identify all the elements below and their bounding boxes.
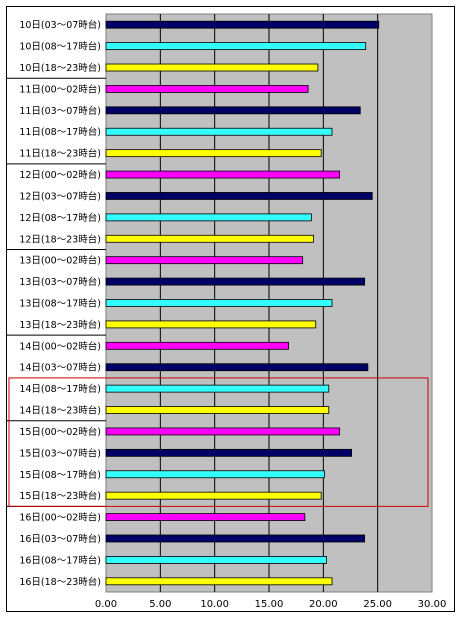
bar [105,555,327,564]
category-label: 13日(18～23時台) [19,319,101,331]
bar [105,513,306,521]
category-label: 15日(03～07時台) [19,447,101,459]
category-label: 13日(00～02時台) [19,255,101,267]
x-tick-label: 15.00 [255,599,284,610]
x-tick-label: 20.00 [309,599,338,610]
category-label: 11日(00～02時台) [19,83,101,95]
bar-chart: 10日(03～07時台) 10日(08～17時台) 10日(18～23時台) 11日(… [7,13,447,610]
bar [105,106,361,115]
category-label: 11日(03～07時台) [19,105,101,117]
category-label: 15日(00～02時台) [19,426,101,438]
bar [105,192,373,200]
category-label: 14日(18～23時台) [19,405,101,417]
bar [105,234,314,243]
category-label: 10日(18～23時台) [19,62,101,74]
x-tick-label: 25.00 [363,599,392,610]
category-label: 14日(00～02時台) [19,340,101,352]
category-label: 10日(08～17時台) [19,41,101,53]
bar [105,491,322,500]
bar [105,534,366,543]
bar [105,384,330,393]
bar [105,256,304,265]
bar [105,213,312,222]
category-label: 16日(08～17時台) [19,554,101,566]
category-label: 10日(03～07時台) [19,19,101,31]
category-label: 16日(03～07時台) [19,533,101,545]
x-tick-label: 0.00 [95,599,117,610]
category-label: 13日(08～17時台) [19,298,101,310]
bar [105,127,333,136]
chart-frame: 10日(03～07時台) 10日(08～17時台) 10日(18～23時台) 11日(… [6,6,455,612]
bar [105,577,333,586]
category-label: 12日(18～23時台) [19,233,101,245]
category-label: 12日(03～07時台) [19,190,101,202]
bar [105,149,322,158]
category-label: 15日(18～23時台) [19,490,101,502]
bar [105,320,317,329]
highlight-box [8,377,429,507]
bar [105,299,333,307]
category-label: 11日(18～23時台) [19,148,101,160]
x-tick-label: 10.00 [200,599,229,610]
bar [105,20,380,29]
category-label: 11日(08～17時台) [19,126,101,138]
category-label: 14日(08～17時台) [19,383,101,395]
x-tick-label: 30.00 [418,599,447,610]
category-label: 16日(00～02時台) [19,512,101,524]
bar [105,406,330,414]
category-label: 12日(00～02時台) [19,169,101,181]
bar [105,42,367,51]
category-label: 14日(03～07時台) [19,362,101,374]
bar [105,277,366,286]
bar [105,427,341,436]
bar [105,341,289,350]
bar [105,363,369,372]
bar [105,63,319,72]
category-label: 13日(03～07時台) [19,276,101,288]
bar [105,170,341,179]
bar [105,85,309,93]
category-label: 15日(08～17時台) [19,469,101,481]
category-label: 12日(08～17時台) [19,212,101,224]
category-label: 16日(18～23時台) [19,576,101,588]
x-tick-label: 5.00 [149,599,171,610]
bar [105,448,352,457]
bar [105,470,325,479]
